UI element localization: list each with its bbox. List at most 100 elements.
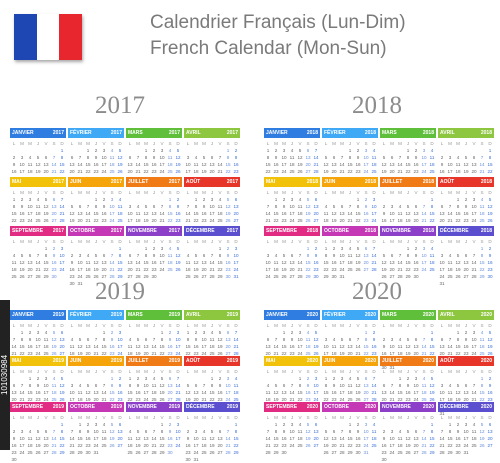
day-number: 15 — [109, 390, 115, 395]
month-header: OCTOBRE 2020 — [322, 402, 378, 412]
day-number: 19 — [117, 162, 123, 167]
month-name: MARS — [382, 130, 397, 136]
day-number: 9 — [52, 253, 56, 258]
day-number: 6 — [44, 429, 48, 434]
day-number: 12 — [297, 155, 303, 160]
day-number: 8 — [448, 429, 452, 434]
day-number: 14 — [11, 344, 17, 349]
day-number: 26 — [159, 397, 165, 402]
weekday-initial: J — [348, 415, 352, 420]
day-number: 3 — [266, 253, 270, 258]
weekday-initial: M — [78, 415, 82, 420]
day-number: 23 — [331, 267, 337, 272]
day-number: 3 — [28, 197, 32, 202]
day-number: 3 — [390, 337, 394, 342]
weekday-initial: M — [194, 239, 198, 244]
day-number: 13 — [201, 260, 207, 265]
day-number: 17 — [69, 397, 75, 402]
day-number: 25 — [209, 351, 215, 356]
day-number: 1 — [274, 197, 278, 202]
month-year: 2019 — [168, 312, 180, 318]
day-number: 7 — [372, 376, 376, 381]
month-header: MAI 2017 — [10, 177, 66, 187]
day-number: 29 — [429, 450, 435, 455]
empty-cell — [92, 245, 100, 252]
day-number: 30 — [487, 274, 493, 279]
day-number: 20 — [43, 443, 49, 448]
day-number: 12 — [487, 337, 493, 342]
day-number: 5 — [406, 204, 410, 209]
day-number: 13 — [265, 344, 271, 349]
day-number: 14 — [135, 260, 141, 265]
day-number: 28 — [225, 450, 231, 455]
day-number: 18 — [127, 443, 133, 448]
day-number: 27 — [313, 218, 319, 223]
day-number: 21 — [59, 211, 65, 216]
weekday-initial: S — [306, 141, 310, 146]
day-number: 3 — [70, 383, 74, 388]
day-number: 24 — [101, 169, 107, 174]
day-number: 17 — [101, 162, 107, 167]
day-number: 10 — [117, 337, 123, 342]
day-number: 28 — [51, 450, 57, 455]
month-septembre-2017: SEPTEMBRE 2017 L M M J V S D 1 2 3 4 5 6 7 8 9 10 11 12 13 14 1… — [10, 226, 66, 280]
empty-cell — [10, 421, 18, 428]
day-number: 10 — [323, 344, 329, 349]
day-number: 1 — [348, 148, 352, 153]
day-number: 18 — [265, 397, 271, 402]
empty-cell — [462, 375, 470, 382]
day-number: 9 — [282, 429, 286, 434]
empty-cell — [100, 245, 108, 252]
title-english: French Calendar (Mon-Sun) — [150, 38, 387, 59]
day-number: 5 — [356, 376, 360, 381]
empty-cell — [84, 329, 92, 336]
weekday-initial: V — [218, 323, 222, 328]
day-number: 13 — [85, 344, 91, 349]
day-number: 4 — [194, 155, 198, 160]
day-number: 14 — [69, 436, 75, 441]
day-number: 8 — [282, 337, 286, 342]
day-number: 18 — [397, 351, 403, 356]
empty-cell — [412, 196, 420, 203]
day-number: 1 — [12, 197, 16, 202]
day-number: 24 — [225, 397, 231, 402]
weekday-initial: L — [70, 239, 74, 244]
day-number: 13 — [413, 344, 419, 349]
day-number: 18 — [27, 169, 33, 174]
day-number: 5 — [186, 383, 190, 388]
day-number: 21 — [77, 169, 83, 174]
day-number: 12 — [93, 260, 99, 265]
day-number: 11 — [421, 383, 427, 388]
day-number: 24 — [463, 443, 469, 448]
day-number: 5 — [36, 155, 40, 160]
weekday-initial: M — [456, 323, 460, 328]
day-number: 9 — [28, 337, 32, 342]
day-number: 8 — [298, 383, 302, 388]
weekday-initial: M — [274, 239, 278, 244]
day-number: 26 — [355, 267, 361, 272]
month-header: MAI 2018 — [264, 177, 320, 187]
day-number: 17 — [363, 162, 369, 167]
day-number: 12 — [51, 337, 57, 342]
weekday-initial: J — [210, 239, 214, 244]
month-year: 2019 — [52, 312, 64, 318]
day-number: 5 — [480, 422, 484, 427]
day-number: 3 — [290, 197, 294, 202]
day-number: 1 — [430, 197, 434, 202]
day-number: 18 — [77, 397, 83, 402]
day-number: 14 — [19, 390, 25, 395]
weekday-initial: D — [60, 239, 64, 244]
day-number: 5 — [20, 253, 24, 258]
day-number: 8 — [456, 204, 460, 209]
day-number: 24 — [471, 218, 477, 223]
day-number: 19 — [35, 169, 41, 174]
month-name: NOVEMBRE — [382, 228, 411, 234]
day-number: 10 — [143, 383, 149, 388]
day-number: 15 — [77, 436, 83, 441]
day-number: 12 — [109, 429, 115, 434]
weekday-initial: D — [60, 190, 64, 195]
day-number: 22 — [193, 218, 199, 223]
day-number: 24 — [289, 218, 295, 223]
day-number: 3 — [472, 330, 476, 335]
weekday-initial: L — [128, 369, 132, 374]
